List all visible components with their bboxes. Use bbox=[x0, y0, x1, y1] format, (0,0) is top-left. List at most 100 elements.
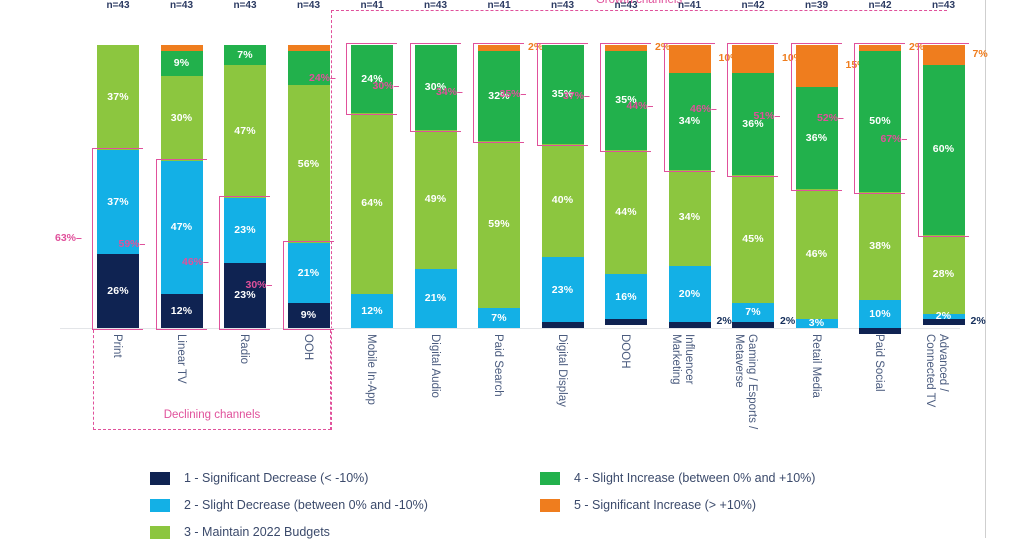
bracket-indicator bbox=[600, 43, 651, 152]
bar-segment-3[interactable]: 37% bbox=[97, 45, 139, 150]
bar-segment-4[interactable]: 32% bbox=[478, 50, 520, 142]
bar-column[interactable]: n=43 60% 28% 2% Advanced / Connected TV bbox=[922, 0, 965, 407]
legend-column-left: 1 - Significant Decrease (< -10%) 2 - Sli… bbox=[150, 470, 428, 551]
segment-value-label: 60% bbox=[932, 143, 955, 156]
bar-segment-3[interactable]: 30% bbox=[160, 76, 203, 162]
bracket-indicator bbox=[536, 43, 588, 147]
segment-value-label: 47% bbox=[170, 221, 193, 234]
bar-segment-5[interactable] bbox=[287, 45, 330, 51]
bar-segment-4[interactable]: 34% bbox=[668, 73, 711, 170]
bar-segment-2[interactable]: 16% bbox=[605, 274, 647, 320]
bar-segment-4[interactable]: 60% bbox=[922, 64, 965, 235]
bar-segment-2[interactable]: 3% bbox=[795, 318, 838, 328]
bar-segment-4[interactable]: 36% bbox=[795, 87, 838, 190]
bar-segment-4[interactable]: 24% bbox=[351, 45, 393, 113]
bracket-indicator bbox=[727, 43, 778, 178]
bar-segment-2[interactable]: 20% bbox=[668, 265, 711, 323]
bar-segment-3[interactable]: 49% bbox=[414, 129, 457, 269]
bar-segment-3[interactable]: 64% bbox=[351, 112, 393, 295]
bar-segment-1[interactable] bbox=[668, 322, 711, 328]
bar-column[interactable]: n=43 7% 47% 23% 23% Radio bbox=[224, 0, 266, 364]
bracket-indicator bbox=[917, 43, 969, 237]
bar-segment-4[interactable]: 50% bbox=[859, 50, 901, 193]
bar-segment-3[interactable]: 38% bbox=[859, 192, 901, 300]
bar-segment-3[interactable]: 45% bbox=[732, 175, 774, 303]
bar-segment-2[interactable]: 7% bbox=[478, 308, 520, 328]
bar-segment-1[interactable]: 12% bbox=[160, 294, 203, 328]
sample-size-label: n=41 bbox=[487, 0, 511, 11]
sample-size-label: n=43 bbox=[296, 0, 321, 11]
bar-column[interactable]: n=41 24% 64% 12% Mobile In-App bbox=[351, 0, 393, 405]
bar-segment-1[interactable]: 26% bbox=[97, 254, 139, 328]
bar-column[interactable]: n=41 32% 59% 7% Paid Search bbox=[478, 0, 520, 397]
bar-column[interactable]: n=43 56% 21% 9% OOH bbox=[287, 0, 330, 360]
bar-segment-4[interactable]: 30% bbox=[414, 45, 457, 130]
bar-column[interactable]: n=43 30% 49% 21% Digital Audio bbox=[414, 0, 457, 398]
legend-item[interactable]: 4 - Slight Increase (between 0% and +10%… bbox=[540, 470, 815, 486]
bar-segment-2[interactable]: 23% bbox=[541, 257, 584, 323]
segment-value-label: 37% bbox=[107, 195, 129, 208]
bar-segment-2[interactable]: 23% bbox=[224, 197, 266, 263]
bar-segment-5[interactable] bbox=[922, 45, 965, 65]
bar-stack: 24% 64% 12% bbox=[351, 45, 393, 328]
bar-segment-1[interactable] bbox=[922, 319, 965, 326]
bar-segment-4[interactable]: 9% bbox=[160, 50, 203, 77]
legend-item[interactable]: 2 - Slight Decrease (between 0% and -10%… bbox=[150, 497, 428, 513]
bar-segment-2[interactable]: 2% bbox=[922, 311, 965, 321]
legend-item[interactable]: 3 - Maintain 2022 Budgets bbox=[150, 524, 428, 540]
bar-column[interactable]: n=41 34% 34% 20% Influencer Marketing bbox=[668, 0, 711, 385]
bracket-total-label: 37%– bbox=[563, 90, 590, 103]
bar-column[interactable]: n=43 35% 44% 16% DOOH bbox=[605, 0, 647, 369]
bar-segment-4[interactable] bbox=[287, 50, 330, 85]
bar-segment-5[interactable] bbox=[160, 45, 203, 51]
bar-stack: 35% 40% 23% bbox=[541, 45, 584, 328]
bar-segment-1[interactable]: 23% bbox=[224, 262, 266, 328]
bar-column[interactable]: n=43 37% 37% 26% Print bbox=[97, 0, 139, 358]
segment-value-label: 40% bbox=[551, 194, 574, 207]
bar-segment-2[interactable]: 21% bbox=[287, 243, 330, 303]
segment-value-label: 45% bbox=[742, 232, 764, 245]
bar-segment-4[interactable]: 36% bbox=[732, 73, 774, 176]
bar-segment-3[interactable]: 59% bbox=[478, 141, 520, 309]
bar-segment-2[interactable]: 7% bbox=[732, 302, 774, 323]
bar-segment-3[interactable]: 56% bbox=[287, 84, 330, 244]
legend-item[interactable]: 1 - Significant Decrease (< -10%) bbox=[150, 470, 428, 486]
bar-segment-1[interactable] bbox=[859, 327, 901, 334]
x-axis-label: Paid Search bbox=[492, 334, 504, 397]
bar-segment-1[interactable] bbox=[541, 322, 584, 328]
bar-segment-5[interactable] bbox=[795, 45, 838, 88]
bar-segment-3[interactable]: 40% bbox=[541, 144, 584, 258]
bar-segment-2[interactable]: 47% bbox=[160, 161, 203, 295]
x-axis-label: Advanced / Connected TV bbox=[924, 334, 949, 408]
bar-segment-5[interactable] bbox=[859, 45, 901, 51]
bar-segment-3[interactable]: 34% bbox=[668, 169, 711, 266]
legend-swatch bbox=[540, 471, 560, 485]
bar-segment-4[interactable]: 35% bbox=[605, 50, 647, 150]
bar-column[interactable]: n=39 36% 46% 3% Retail Media bbox=[795, 0, 838, 398]
bar-column[interactable]: n=43 35% 40% 23% Digital Display bbox=[541, 0, 584, 407]
bar-segment-3[interactable]: 46% bbox=[795, 189, 838, 320]
bar-segment-3[interactable]: 44% bbox=[605, 149, 647, 275]
bar-segment-4[interactable]: 35% bbox=[541, 45, 584, 145]
bar-column[interactable]: n=42 50% 38% 10% Paid Social bbox=[859, 0, 901, 392]
bar-segment-5[interactable] bbox=[478, 45, 520, 51]
bar-column[interactable]: n=42 36% 45% 7% Gaming / Esports / Metaverse bbox=[732, 0, 774, 429]
bar-segment-2[interactable]: 12% bbox=[351, 294, 393, 328]
bar-segment-1[interactable] bbox=[605, 319, 647, 326]
bar-segment-4[interactable]: 7% bbox=[224, 45, 266, 65]
declining-channels-label: Declining channels bbox=[163, 409, 261, 421]
bar-column[interactable]: n=43 9% 30% 47% 12% Linear TV bbox=[160, 0, 203, 384]
bar-segment-3[interactable]: 47% bbox=[224, 64, 266, 198]
bar-segment-2[interactable]: 37% bbox=[97, 149, 139, 255]
bar-segment-1[interactable]: 9% bbox=[287, 302, 330, 328]
bar-segment-2[interactable]: 21% bbox=[414, 268, 457, 328]
legend-item[interactable]: 5 - Significant Increase (> +10%) bbox=[540, 497, 815, 513]
bar-segment-3[interactable]: 28% bbox=[922, 234, 965, 314]
bar-segment-1[interactable] bbox=[732, 322, 774, 328]
bar-segment-2[interactable]: 10% bbox=[859, 299, 901, 328]
bar-segment-5[interactable] bbox=[605, 45, 647, 51]
bar-segment-5[interactable] bbox=[732, 45, 774, 74]
growth-channels-region bbox=[331, 10, 947, 430]
x-axis-label: Gaming / Esports / Metaverse bbox=[733, 334, 759, 430]
bar-segment-5[interactable] bbox=[668, 45, 711, 74]
